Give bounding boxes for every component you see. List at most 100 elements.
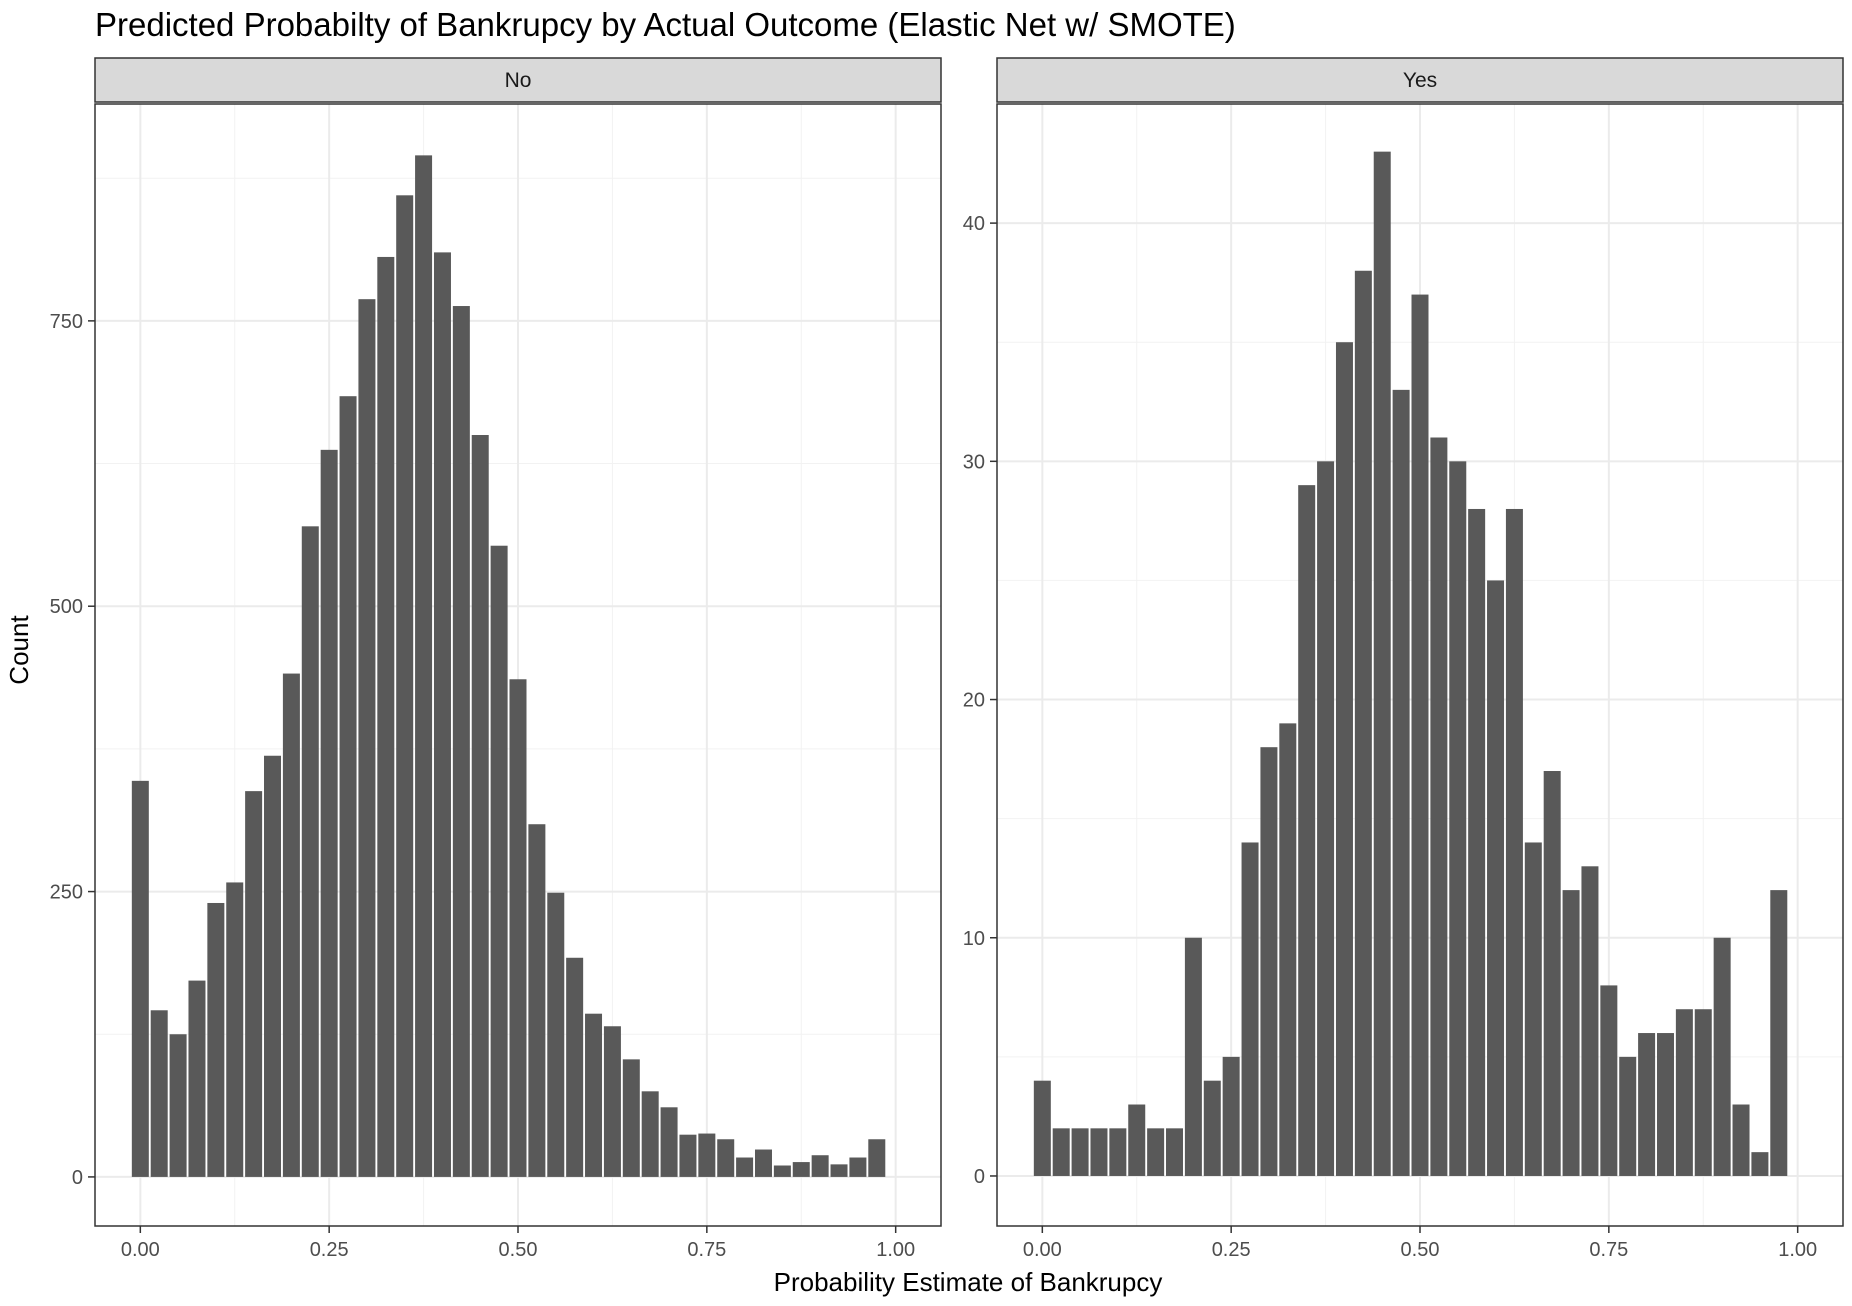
- histogram-bar: [1222, 1056, 1240, 1176]
- histogram-bar: [1373, 151, 1391, 1176]
- histogram-bar: [566, 957, 584, 1177]
- x-tick-label: 0.50: [1401, 1239, 1440, 1261]
- histogram-bar: [1430, 437, 1448, 1176]
- histogram-bar: [830, 1164, 848, 1177]
- histogram-bar: [1071, 1128, 1089, 1176]
- histogram-bar: [301, 526, 319, 1177]
- histogram-bar: [1732, 1104, 1750, 1176]
- x-tick-label: 1.00: [1778, 1239, 1817, 1261]
- y-tick-label: 750: [50, 311, 83, 333]
- histogram-bar: [471, 435, 489, 1177]
- x-tick-label: 0.50: [499, 1239, 538, 1261]
- histogram-bar: [509, 679, 527, 1177]
- histogram-bar: [773, 1165, 791, 1177]
- histogram-bar: [1241, 842, 1259, 1176]
- histogram-bar: [1487, 580, 1505, 1176]
- histogram-bar: [150, 1010, 168, 1177]
- histogram-bar: [1354, 270, 1372, 1176]
- histogram-bar: [1166, 1128, 1184, 1176]
- histogram-bar: [1052, 1128, 1070, 1176]
- histogram-bar: [1543, 771, 1561, 1176]
- facet-panel-no: No 0.00 0.25 0.50 0.75 1.00 0 250 500 750: [50, 57, 942, 1261]
- facet-panels: No 0.00 0.25 0.50 0.75 1.00 0 250 500 750 Yes 0.00 0…: [50, 57, 1844, 1261]
- histogram-bar: [547, 892, 565, 1177]
- histogram-bar: [1147, 1128, 1165, 1176]
- histogram-bar: [452, 306, 470, 1177]
- histogram-bar: [1298, 485, 1316, 1176]
- histogram-bar: [226, 882, 244, 1177]
- histogram-bar: [1619, 1056, 1637, 1176]
- histogram-bar: [1279, 723, 1297, 1176]
- y-tick-label: 10: [963, 928, 985, 950]
- histogram-bar: [698, 1133, 716, 1177]
- histogram-bar: [358, 299, 376, 1177]
- y-tick-label: 20: [963, 690, 985, 712]
- chart-title: Predicted Probabilty of Bankrupcy by Act…: [95, 6, 1236, 43]
- histogram-bar: [415, 155, 433, 1177]
- histogram-bar: [207, 902, 225, 1177]
- x-tick-label: 0.25: [1212, 1239, 1251, 1261]
- histogram-bar: [1600, 985, 1618, 1176]
- histogram-bar: [1562, 890, 1580, 1176]
- histogram-bar: [490, 545, 508, 1177]
- histogram-bar: [1392, 389, 1410, 1176]
- histogram-bar: [1656, 1033, 1674, 1176]
- histogram-bar: [660, 1107, 678, 1177]
- histogram-bar: [1109, 1128, 1127, 1176]
- facet-panel-yes: Yes 0.00 0.25 0.50 0.75 1.00 0 10 20 30 40: [963, 57, 1844, 1261]
- x-tick-label: 0.00: [121, 1239, 160, 1261]
- histogram-bar: [1751, 1152, 1769, 1176]
- histogram-bar: [131, 780, 149, 1177]
- histogram-bar: [1260, 747, 1278, 1176]
- facet-strip-label: No: [505, 69, 532, 92]
- facet-strip: [94, 57, 942, 103]
- histogram-bar: [264, 755, 282, 1177]
- histogram-bar: [169, 1034, 187, 1177]
- histogram-bar: [1184, 937, 1202, 1176]
- x-tick-label: 0.75: [687, 1239, 726, 1261]
- histogram-bar: [1128, 1104, 1146, 1176]
- x-tick-label: 0.00: [1023, 1239, 1062, 1261]
- histogram-bar: [1675, 1009, 1693, 1176]
- histogram-bar: [339, 396, 357, 1177]
- histogram-bar: [433, 252, 451, 1177]
- histogram-bar: [641, 1091, 659, 1177]
- histogram-bar: [1090, 1128, 1108, 1176]
- x-tick-label: 1.00: [876, 1239, 915, 1261]
- histogram-bar: [1411, 294, 1429, 1176]
- facet-strip: [996, 57, 1844, 103]
- histogram-bar: [1505, 508, 1523, 1176]
- histogram-bar: [1638, 1033, 1656, 1176]
- histogram-bar: [1033, 1080, 1051, 1176]
- x-axis-title: Probability Estimate of Bankrupcy: [774, 1267, 1163, 1297]
- histogram-bar: [849, 1157, 867, 1177]
- histogram-bar: [679, 1134, 697, 1177]
- histogram-bar: [282, 673, 300, 1177]
- histogram-bar: [377, 256, 395, 1177]
- y-tick-label: 30: [963, 451, 985, 473]
- x-tick-label: 0.75: [1589, 1239, 1628, 1261]
- histogram-bar: [868, 1139, 886, 1177]
- histogram-bar: [188, 980, 206, 1177]
- y-tick-label: 0: [72, 1167, 83, 1189]
- histogram-bar: [811, 1155, 829, 1177]
- histogram-bar: [603, 1026, 621, 1177]
- histogram-bar: [736, 1157, 754, 1177]
- histogram-bar: [622, 1059, 640, 1177]
- y-tick-label: 500: [50, 596, 83, 618]
- histogram-bar: [396, 195, 414, 1177]
- histogram-bar: [320, 449, 338, 1177]
- histogram-bar: [1770, 890, 1788, 1176]
- histogram-bar: [245, 791, 263, 1177]
- histogram-bar: [1713, 937, 1731, 1176]
- x-tick-label: 0.25: [310, 1239, 349, 1261]
- y-axis-title: Count: [4, 615, 34, 685]
- histogram-bar: [1317, 461, 1335, 1176]
- histogram-bar: [1694, 1009, 1712, 1176]
- histogram-bar: [1468, 508, 1486, 1176]
- histogram-bar: [1335, 342, 1353, 1176]
- histogram-bar: [1524, 842, 1542, 1176]
- y-tick-label: 250: [50, 882, 83, 904]
- y-tick-label: 0: [974, 1166, 985, 1188]
